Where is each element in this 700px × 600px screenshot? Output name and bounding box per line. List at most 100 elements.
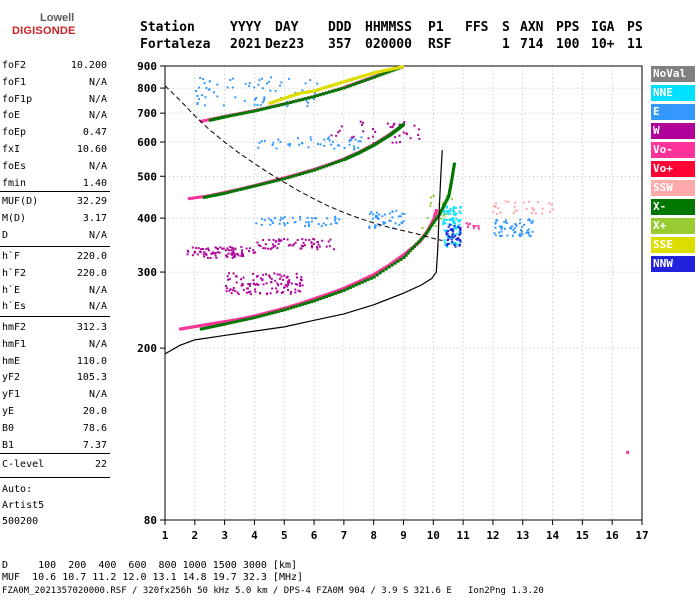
trace-point [241,318,245,322]
echo-point [359,120,362,123]
trace-point [262,107,266,111]
echo-point [283,274,286,277]
echo-point [442,210,445,213]
echo-point [444,244,447,247]
echo-point [458,227,461,230]
echo-point [319,143,322,146]
echo-point [297,137,300,140]
echo-point [550,203,553,206]
y-tick-label: 500 [137,170,157,183]
trace-point [327,163,331,167]
trace-point [199,327,203,331]
echo-point [541,207,544,210]
param-value-hes: N/A [88,301,107,313]
echo-point [395,209,398,212]
echo-point [262,273,265,276]
echo-point [203,104,206,107]
echo-point [453,225,456,228]
echo-point [316,143,319,146]
echo-point [267,80,270,83]
echo-point [477,227,480,230]
echo-point [449,237,452,240]
echo-point [289,243,292,246]
echo-point [374,226,377,229]
trace-point [221,323,225,327]
echo-point [331,140,334,143]
echo-point [398,141,401,144]
header-value-0: Fortaleza [140,37,211,52]
echo-point [551,208,554,211]
echo-point [446,242,449,245]
trace-point [384,267,388,271]
echo-point [226,247,229,250]
echo-point [500,227,503,230]
echo-point [521,233,524,236]
echo-point [265,82,268,85]
param-name-md: M(D) [2,212,27,224]
trace-point [342,86,346,90]
echo-point [372,135,375,138]
echo-point [459,232,462,235]
echo-point [286,238,289,241]
echo-point [343,146,346,149]
echo-point [254,251,257,254]
echo-point [452,213,455,216]
echo-point [474,225,477,228]
param-value-he: N/A [88,284,107,296]
echo-point [287,282,290,285]
auto-method: Artist5 [2,500,45,511]
trace-point [354,82,358,86]
echo-point [260,277,263,280]
echo-point [321,239,324,242]
echo-point [335,134,338,137]
echo-point [520,230,523,233]
echo-point [370,211,373,214]
echo-point [229,288,232,291]
echo-point [278,238,281,241]
echo-point [280,282,283,285]
echo-point [263,96,266,99]
trace-point [213,193,217,197]
trace-point [375,273,379,277]
echo-point [232,249,235,252]
echo-point [442,214,445,217]
trace-point [202,327,206,331]
echo-point [372,213,375,216]
trace-point [372,275,376,279]
echo-point [297,289,300,292]
echo-point [445,231,448,234]
trace-point [396,259,400,263]
echo-point [262,283,265,286]
trace-point [244,317,248,321]
legend-item-vo: Vo- [651,142,695,158]
trace-point [451,171,455,175]
echo-point [529,235,532,238]
header-label-2: DAY [275,20,299,35]
echo-point [472,227,475,230]
echo-point [459,241,462,244]
echo-point [303,244,306,247]
param-value-fxi: 10.60 [76,144,107,155]
trace-point [298,172,302,176]
echo-point [401,212,404,215]
echo-point [514,231,517,234]
x-tick-label: 6 [311,529,318,542]
echo-point [277,138,280,141]
x-tick-label: 5 [281,529,288,542]
echo-point [374,224,377,227]
trace-point [439,210,443,214]
param-value-md: 3.17 [82,212,107,224]
echo-point [237,293,240,296]
echo-point [218,251,221,254]
trace-point [235,188,239,192]
trace-point [339,289,343,293]
trace-point [304,171,308,175]
echo-point [290,290,293,293]
echo-point [372,128,375,131]
param-name-hmf1: hmF1 [2,338,27,350]
trace-point [256,315,260,319]
trace-point [215,193,219,197]
trace-point [319,93,323,97]
trace-point [292,305,296,309]
trace-point [432,220,436,224]
